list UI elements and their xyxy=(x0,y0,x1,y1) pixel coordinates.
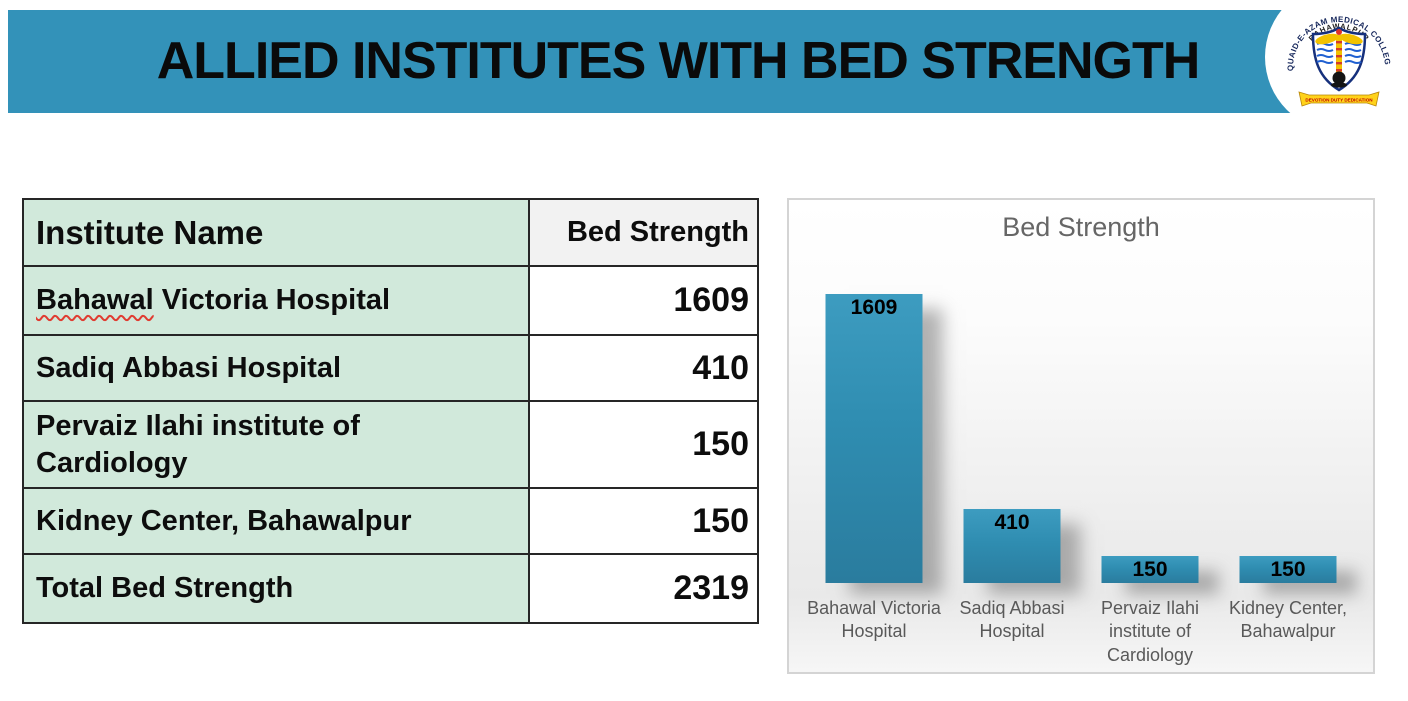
bed-strength-table: Institute Name Bed Strength Bahawal Vict… xyxy=(22,198,759,624)
category-label: Bahawal Victoria Hospital xyxy=(807,598,941,642)
table-cell-beds: 150 xyxy=(530,402,757,489)
bar-2: 410 xyxy=(963,509,1061,583)
category-label: Kidney Center, Bahawalpur xyxy=(1228,598,1348,642)
bar-value-label: 150 xyxy=(1270,558,1306,581)
bar-value-label: 410 xyxy=(994,511,1030,534)
table-cell-beds: 410 xyxy=(530,336,757,402)
chart-slot: 1609 Bahawal Victoria Hospital xyxy=(805,200,943,672)
title-banner: ALLIED INSTITUTES WITH BED STRENGTH xyxy=(8,10,1348,113)
bar-1: 1609 xyxy=(825,294,923,583)
table-cell-total-beds: 2319 xyxy=(530,555,757,622)
table-cell-total-label: Total Bed Strength xyxy=(24,555,530,622)
table-cell-institute: Bahawal Victoria Hospital xyxy=(24,267,530,336)
bed-strength-chart: Bed Strength 1609 Bahawal Victoria Hospit… xyxy=(787,198,1375,674)
bar-3: 150 xyxy=(1101,556,1199,583)
chart-slot: 150 Kidney Center, Bahawalpur xyxy=(1219,200,1357,672)
chart-slot: 410 Sadiq Abbasi Hospital xyxy=(943,200,1081,672)
table-cell-institute: Sadiq Abbasi Hospital xyxy=(24,336,530,402)
table-header-bed-strength: Bed Strength xyxy=(530,200,757,267)
table-cell-beds: 150 xyxy=(530,489,757,555)
institute-name-rest: Victoria Hospital xyxy=(153,284,391,317)
chart-slot: 150 Pervaiz Ilahi institute of Cardiology xyxy=(1081,200,1219,672)
logo-motto-text: DEVOTION DUTY DEDICATION xyxy=(1305,98,1373,103)
spellcheck-word: Bahawal xyxy=(36,284,154,317)
table-header-institute-name: Institute Name xyxy=(24,200,530,267)
logo-caduceus-icon xyxy=(1315,29,1363,88)
category-label: Pervaiz Ilahi institute of Cardiology xyxy=(1100,598,1200,665)
logo-motto-ribbon: DEVOTION DUTY DEDICATION xyxy=(1298,91,1380,107)
category-label: Sadiq Abbasi Hospital xyxy=(959,598,1065,642)
table-cell-institute: Kidney Center, Bahawalpur xyxy=(24,489,530,555)
chart-plot-area: 1609 Bahawal Victoria Hospital 410 Sadiq Ab… xyxy=(805,200,1357,672)
table-cell-beds: 1609 xyxy=(530,267,757,336)
bar-4: 150 xyxy=(1239,556,1337,583)
bar-value-label: 150 xyxy=(1132,558,1168,581)
bar-value-label: 1609 xyxy=(850,296,898,319)
slide-title: ALLIED INSTITUTES WITH BED STRENGTH xyxy=(156,32,1201,90)
college-logo-icon: QUAID-E-AZAM MEDICAL COLLEGE BAHAWALPUR xyxy=(1283,2,1394,113)
table-cell-institute: Pervaiz Ilahi institute of Cardiology xyxy=(24,402,530,489)
chart-title: Bed Strength xyxy=(1002,212,1160,242)
